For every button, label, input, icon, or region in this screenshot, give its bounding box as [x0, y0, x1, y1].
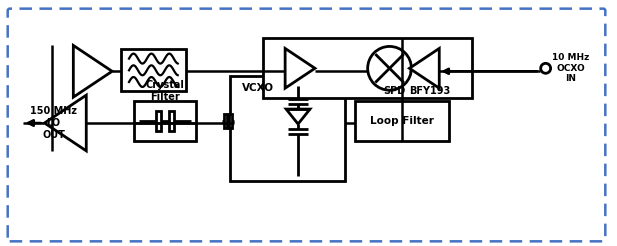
Text: SPD: SPD	[383, 86, 405, 96]
Polygon shape	[410, 48, 439, 88]
Bar	[263, 38, 472, 98]
Polygon shape	[44, 95, 86, 151]
Bar	[230, 76, 345, 181]
Bar	[134, 101, 196, 141]
Bar	[169, 111, 174, 131]
Polygon shape	[286, 109, 310, 124]
Text: BFY193: BFY193	[408, 86, 450, 96]
Polygon shape	[73, 46, 112, 97]
Bar	[225, 114, 228, 128]
Polygon shape	[285, 48, 315, 88]
Circle shape	[368, 46, 412, 90]
Text: Crystal
Filter: Crystal Filter	[146, 80, 184, 102]
Bar	[230, 114, 233, 128]
Text: 150 MHz
LO
OUT: 150 MHz LO OUT	[30, 107, 77, 139]
Bar	[121, 49, 186, 91]
Bar	[156, 111, 161, 131]
Text: VCXO: VCXO	[242, 83, 275, 93]
Text: 10 MHz
OCXO
IN: 10 MHz OCXO IN	[552, 53, 589, 83]
Circle shape	[540, 63, 550, 73]
Text: Loop Filter: Loop Filter	[370, 116, 434, 126]
Bar	[355, 101, 449, 141]
